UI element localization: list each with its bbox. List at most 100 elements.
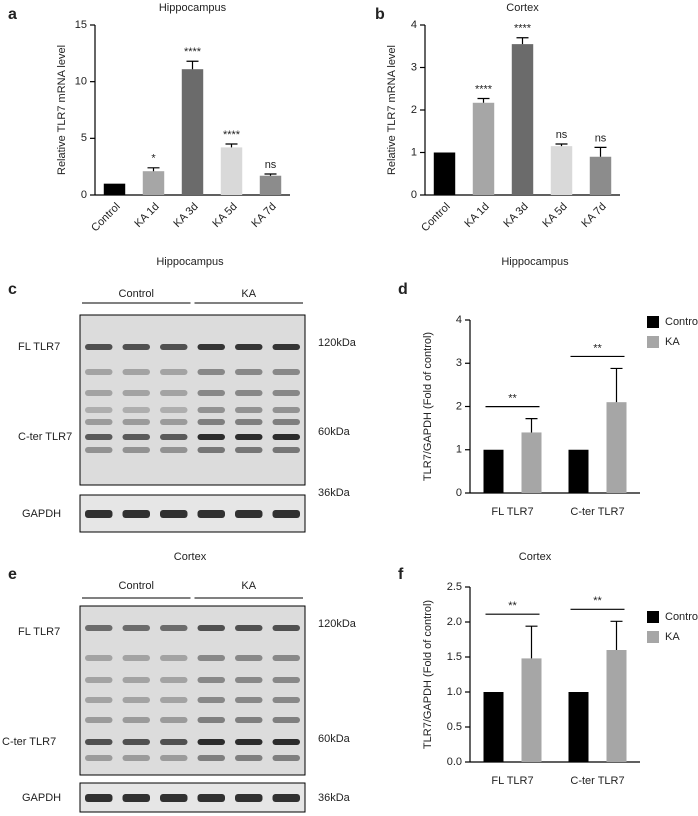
blot-band bbox=[85, 419, 113, 425]
y-tick-label: 0.0 bbox=[447, 756, 462, 768]
blot-band bbox=[85, 369, 113, 375]
group-label: Control bbox=[119, 580, 154, 592]
significance: ** bbox=[508, 600, 517, 612]
error-bar bbox=[186, 60, 199, 70]
blot-band bbox=[272, 419, 300, 425]
blot-band bbox=[272, 755, 300, 761]
blot-band bbox=[235, 419, 263, 425]
size-label: 120kDa bbox=[318, 618, 357, 630]
blot-band bbox=[160, 434, 188, 440]
blot-band bbox=[272, 447, 300, 453]
bar bbox=[568, 449, 589, 493]
blot-band bbox=[235, 794, 263, 802]
blot-band bbox=[122, 794, 150, 802]
blot-band bbox=[197, 739, 225, 745]
y-axis-label: Relative TLR7 mRNA level bbox=[56, 45, 68, 175]
blot-band bbox=[272, 390, 300, 396]
y-axis-label: TLR7/GAPDH (Fold of control) bbox=[422, 600, 434, 749]
error-bar bbox=[610, 367, 623, 403]
bar bbox=[142, 171, 165, 195]
y-tick-label: 0.5 bbox=[447, 721, 462, 733]
blot-band bbox=[197, 755, 225, 761]
x-tick-label: KA 7d bbox=[249, 201, 278, 230]
y-tick-label: 0 bbox=[456, 487, 462, 499]
y-axis-label: Relative TLR7 mRNA level bbox=[386, 45, 398, 175]
blot-band bbox=[197, 677, 225, 683]
blot-band bbox=[85, 625, 113, 631]
blot-band bbox=[197, 447, 225, 453]
significance: ns bbox=[265, 159, 277, 171]
y-tick-label: 1.5 bbox=[447, 651, 462, 663]
error-bar bbox=[516, 37, 529, 45]
group-label: KA bbox=[241, 580, 256, 592]
panel-letter: d bbox=[398, 281, 408, 298]
blot-band bbox=[160, 755, 188, 761]
legend-label: Control bbox=[665, 611, 698, 623]
group-label: KA bbox=[241, 288, 256, 300]
blot-band bbox=[235, 697, 263, 703]
blot-band bbox=[122, 697, 150, 703]
blot-band bbox=[122, 739, 150, 745]
error-bar bbox=[525, 625, 538, 659]
chart-title: Hippocampus bbox=[159, 2, 227, 14]
blot-band bbox=[235, 755, 263, 761]
y-tick-label: 2 bbox=[411, 104, 417, 116]
legend-swatch bbox=[647, 336, 659, 348]
bar bbox=[220, 147, 243, 195]
y-tick-label: 4 bbox=[411, 19, 417, 31]
blot-band bbox=[122, 755, 150, 761]
bar bbox=[589, 156, 612, 195]
blot-band bbox=[122, 447, 150, 453]
blot-band bbox=[197, 794, 225, 802]
y-tick-label: 15 bbox=[75, 19, 87, 31]
bar bbox=[511, 44, 534, 195]
significance: **** bbox=[514, 23, 532, 35]
blot bbox=[79, 605, 306, 776]
y-tick-label: 1 bbox=[456, 444, 462, 456]
row-label: FL TLR7 bbox=[18, 341, 60, 353]
x-tick-label: C-ter TLR7 bbox=[570, 775, 624, 787]
blot-band bbox=[85, 407, 113, 413]
blot-title: Hippocampus bbox=[156, 256, 224, 268]
panel-letter: e bbox=[8, 566, 17, 583]
blot-band bbox=[197, 655, 225, 661]
y-tick-label: 2.5 bbox=[447, 581, 462, 593]
blot-band bbox=[85, 739, 113, 745]
bar bbox=[483, 692, 504, 762]
blot-band bbox=[160, 369, 188, 375]
bar bbox=[521, 658, 542, 762]
blot bbox=[79, 314, 306, 486]
blot-band bbox=[235, 717, 263, 723]
blot-band bbox=[122, 434, 150, 440]
blot-band bbox=[160, 717, 188, 723]
y-tick-label: 2 bbox=[456, 400, 462, 412]
blot-band bbox=[122, 344, 150, 350]
group-label: Control bbox=[119, 288, 154, 300]
significance: ** bbox=[593, 595, 602, 607]
blot-band bbox=[235, 369, 263, 375]
bar bbox=[606, 650, 627, 762]
blot-band bbox=[197, 625, 225, 631]
significance: ns bbox=[595, 132, 607, 144]
y-tick-label: 2.0 bbox=[447, 616, 462, 628]
y-tick-label: 10 bbox=[75, 76, 87, 88]
blot-band bbox=[160, 655, 188, 661]
bar bbox=[181, 69, 204, 195]
blot-band bbox=[85, 697, 113, 703]
y-tick-label: 3 bbox=[411, 61, 417, 73]
significance: **** bbox=[475, 83, 493, 95]
blot-band bbox=[160, 625, 188, 631]
error-bar bbox=[264, 173, 277, 176]
chart-title: Hippocampus bbox=[501, 256, 569, 268]
y-tick-label: 1 bbox=[411, 146, 417, 158]
blot-band bbox=[122, 407, 150, 413]
blot-band bbox=[235, 510, 263, 518]
y-tick-label: 5 bbox=[81, 132, 87, 144]
blot-band bbox=[197, 434, 225, 440]
legend-swatch bbox=[647, 316, 659, 328]
blot-band bbox=[122, 369, 150, 375]
blot-band bbox=[197, 697, 225, 703]
blot-band bbox=[272, 655, 300, 661]
y-tick-label: 3 bbox=[456, 357, 462, 369]
